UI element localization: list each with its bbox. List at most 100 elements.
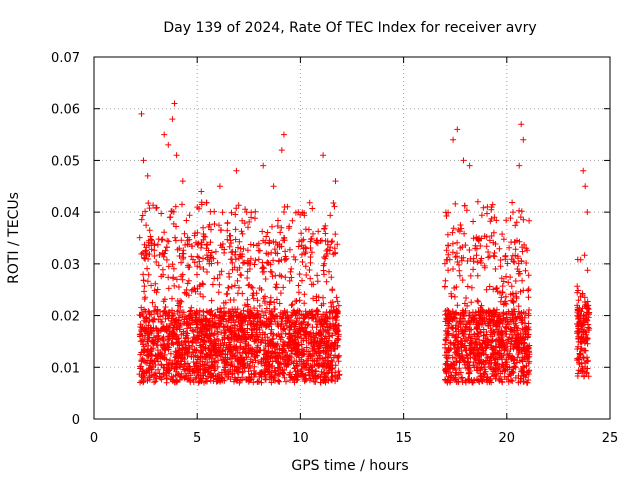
data-point [574,302,581,309]
data-point [153,289,160,296]
data-point [162,311,169,317]
data-point [252,208,259,215]
data-point [513,295,520,302]
data-point [234,290,241,297]
data-point [191,232,198,239]
data-point [498,294,505,301]
data-point [264,334,271,341]
data-point [321,225,328,232]
data-point [304,321,311,328]
data-point [228,283,235,290]
data-point [277,229,284,236]
data-point [154,241,161,248]
data-point [282,248,289,255]
data-point [486,313,492,320]
data-point [519,325,526,332]
data-point [141,288,148,295]
data-point [208,249,215,256]
data-point [184,322,191,329]
data-point [260,237,267,244]
data-point [218,268,225,275]
data-point [488,233,495,239]
data-point [280,311,287,318]
data-point [258,371,265,377]
data-point [281,237,288,244]
data-point [325,377,332,384]
data-point [335,336,342,343]
data-point [246,281,253,288]
data-point [453,358,460,365]
data-point [303,357,310,364]
data-point [165,362,172,369]
data-point [324,241,331,248]
data-point [202,345,209,352]
data-point [246,362,253,369]
data-point [493,217,500,224]
data-point [517,288,524,295]
data-point [309,205,316,212]
data-point [442,367,449,374]
data-point [227,362,234,369]
data-point [273,332,280,339]
data-point [493,323,500,330]
data-point [274,321,281,328]
data-point [445,242,452,249]
data-point [263,315,270,322]
data-point [214,259,221,266]
data-point [139,332,146,339]
data-point [255,247,262,254]
data-point [441,283,448,290]
data-point [461,300,468,307]
data-point [308,339,315,346]
data-point [334,335,341,342]
data-point [196,358,203,365]
data-point [195,254,202,261]
data-point [281,374,288,381]
data-point [467,255,474,262]
data-point [254,307,261,314]
data-point [146,310,153,317]
data-point [245,368,252,375]
data-point [334,241,341,248]
data-point [318,313,325,320]
data-point [451,362,458,369]
data-point [306,199,313,206]
data-point [519,277,526,284]
data-point [507,340,514,347]
data-point [146,251,153,258]
data-point [443,247,450,254]
data-point [258,360,265,367]
data-point [221,305,227,311]
data-point [303,344,310,351]
data-point [233,309,240,316]
data-point [502,252,509,259]
data-point [492,359,499,366]
data-point [217,340,224,347]
data-point [335,302,342,309]
data-point [302,364,309,371]
data-point [238,272,245,279]
data-point [152,280,159,287]
data-point [520,216,527,223]
data-point [189,243,196,250]
data-point [477,373,484,380]
chart-title: Day 139 of 2024, Rate Of TEC Index for r… [163,20,536,36]
data-point [261,268,267,275]
data-point [451,315,457,322]
data-point [486,237,493,244]
data-point [467,368,474,374]
data-point [178,339,185,346]
data-point [575,338,582,345]
data-point [184,280,191,287]
data-point [518,121,525,128]
data-point [308,249,315,256]
data-point [320,262,327,269]
data-point [310,295,317,302]
data-point [270,183,277,190]
data-point [234,267,241,273]
data-point [144,172,151,179]
data-point [194,229,201,236]
data-point [251,305,258,312]
data-point [141,306,148,313]
data-point [290,253,297,260]
